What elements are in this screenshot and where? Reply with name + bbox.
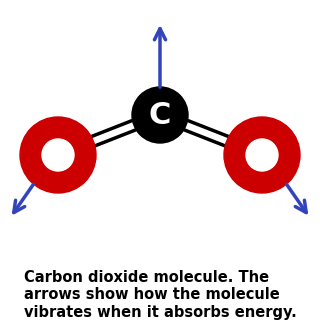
Text: O: O xyxy=(44,139,72,171)
Text: C: C xyxy=(149,100,171,129)
Circle shape xyxy=(246,139,278,171)
Circle shape xyxy=(224,117,300,193)
Circle shape xyxy=(132,87,188,143)
Circle shape xyxy=(20,117,96,193)
Circle shape xyxy=(42,139,74,171)
Text: O: O xyxy=(248,139,276,171)
Text: Carbon dioxide molecule. The
arrows show how the molecule
vibrates when it absor: Carbon dioxide molecule. The arrows show… xyxy=(24,270,296,320)
